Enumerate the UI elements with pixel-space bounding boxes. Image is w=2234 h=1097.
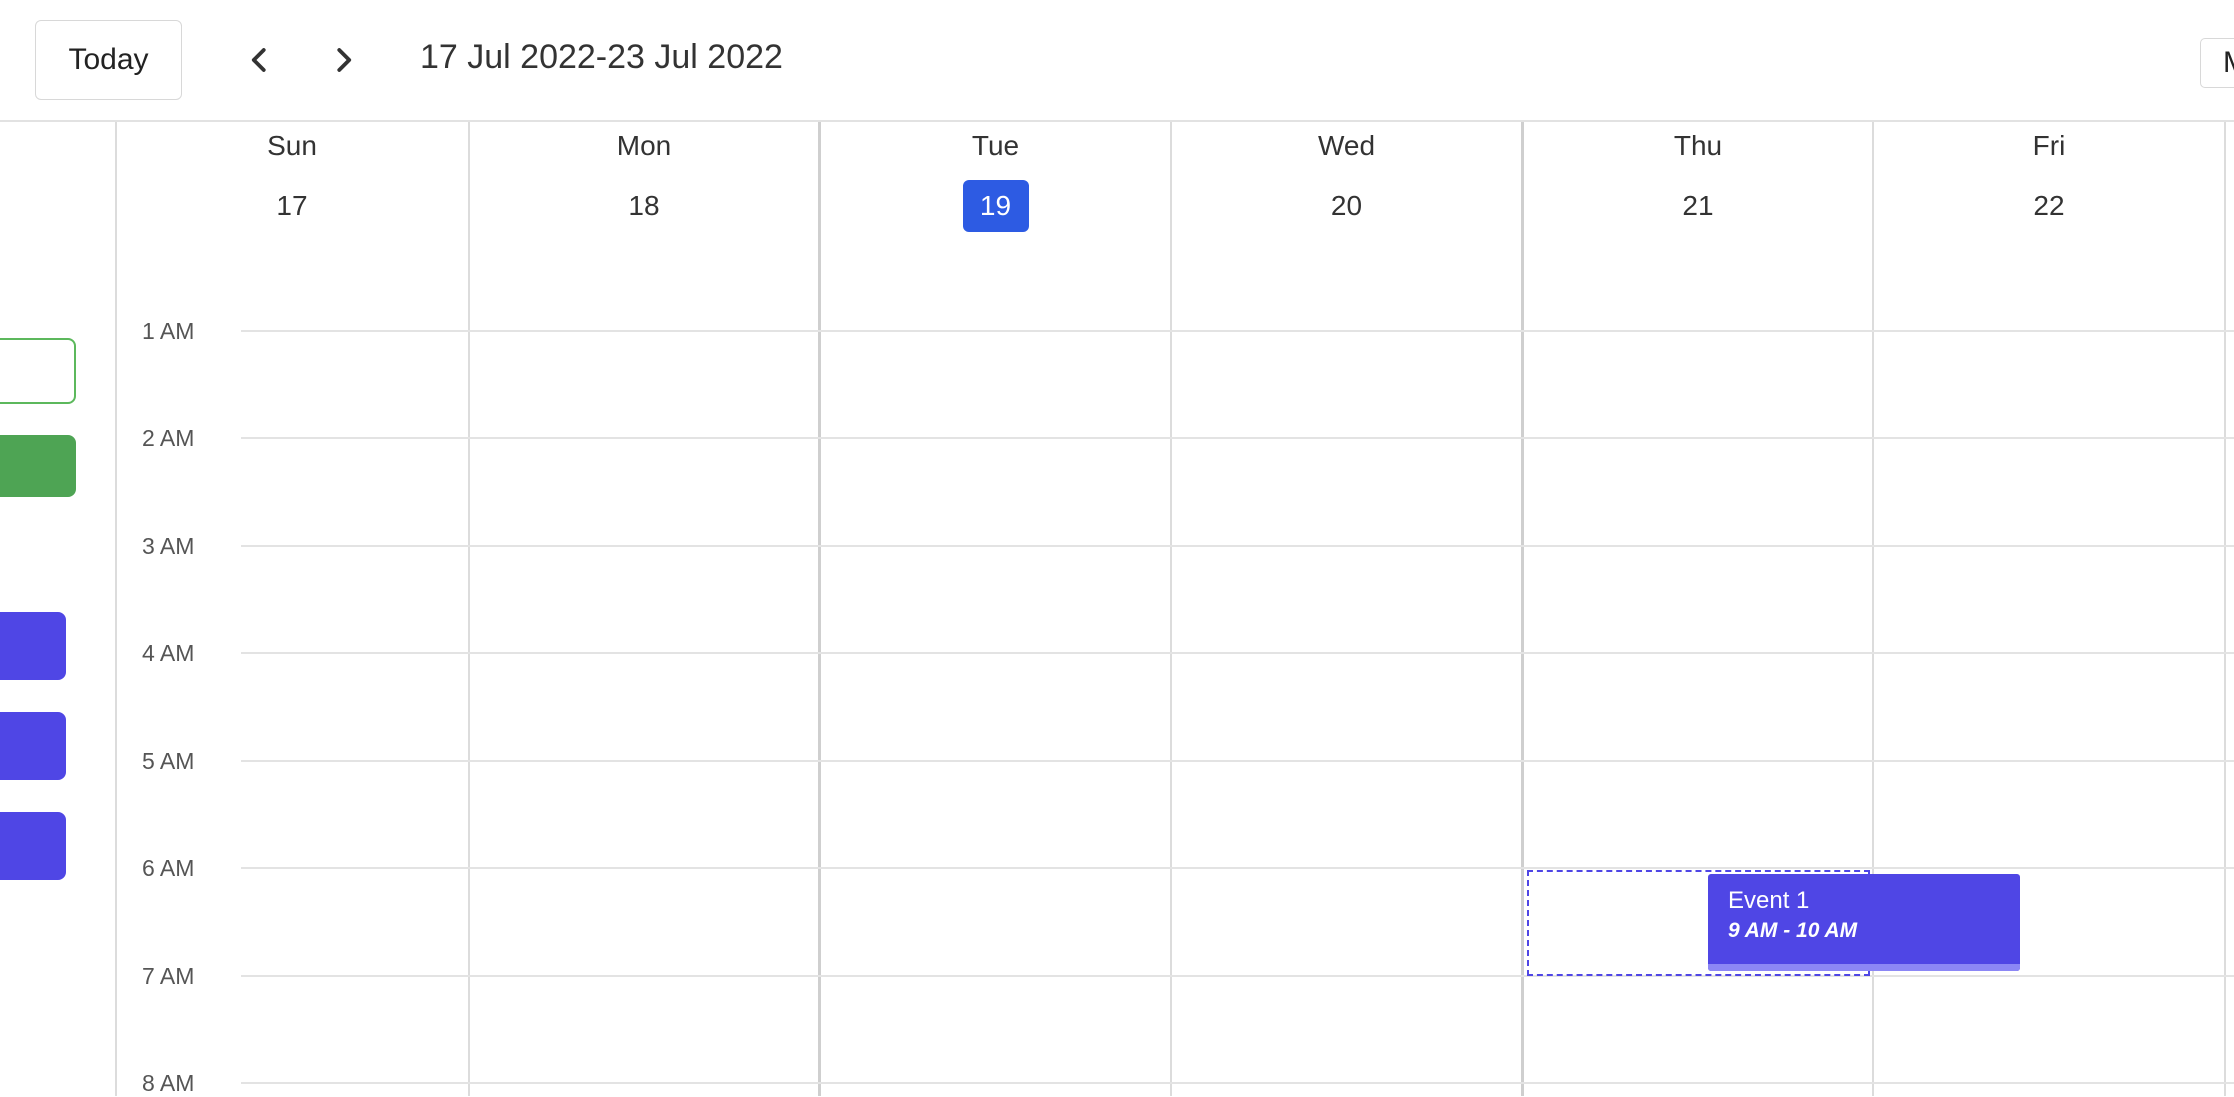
hour-line [241, 760, 2234, 762]
day-number: 20 [1330, 190, 1363, 221]
hour-line [241, 975, 2234, 977]
day-name: Wed [1317, 130, 1376, 161]
hour-line [241, 652, 2234, 654]
hour-line [241, 437, 2234, 439]
time-gutter-divider [115, 122, 117, 1096]
date-range-title: 17 Jul 2022-23 Jul 2022 [420, 38, 783, 76]
view-switch-button[interactable]: M [2200, 38, 2234, 88]
prev-week-button[interactable] [235, 34, 285, 86]
time-label: 1 AM [142, 318, 195, 344]
day-header-mon[interactable]: Mon 18 [470, 122, 818, 232]
time-label: 6 AM [142, 855, 195, 881]
external-event-item[interactable] [0, 712, 66, 780]
day-divider [818, 122, 821, 1096]
day-name: Sun [267, 130, 317, 161]
time-label: 2 AM [142, 425, 195, 451]
day-divider [1170, 122, 1172, 1096]
day-divider [1872, 122, 1874, 1096]
calendar-event[interactable]: Event 1 9 AM - 10 AM [1708, 874, 2020, 971]
calendar-toolbar: Today 17 Jul 2022-23 Jul 2022 M [0, 0, 2234, 122]
day-number: 21 [1682, 190, 1714, 221]
hour-line [241, 867, 2234, 869]
day-name: Tue [971, 130, 1020, 161]
day-name: Mon [616, 130, 672, 161]
day-header-thu[interactable]: Thu 21 [1524, 122, 1872, 232]
day-number: 17 [276, 190, 308, 221]
time-label: 5 AM [142, 748, 195, 774]
hour-line [241, 1082, 2234, 1084]
day-name: Fri [2032, 130, 2066, 161]
week-grid: Sun 17 Mon 18 Tue 19 Wed 20 Thu 21 Fri 2… [0, 122, 2234, 1096]
event-time: 9 AM - 10 AM [1728, 919, 1858, 942]
hour-line [241, 330, 2234, 332]
day-divider [2224, 122, 2226, 1096]
day-header-wed[interactable]: Wed 20 [1172, 122, 1521, 232]
day-header-fri[interactable]: Fri 22 [1874, 122, 2224, 232]
side-outline-item[interactable] [0, 338, 76, 404]
hour-line [241, 545, 2234, 547]
day-number: 22 [2033, 190, 2065, 221]
external-event-item[interactable] [0, 612, 66, 680]
time-label: 7 AM [142, 963, 195, 989]
time-label: 4 AM [142, 640, 195, 666]
day-number: 18 [628, 190, 660, 221]
external-event-item[interactable] [0, 812, 66, 880]
time-label: 3 AM [142, 533, 195, 559]
next-week-button[interactable] [318, 34, 368, 86]
event-title: Event 1 [1728, 887, 1810, 914]
time-label: 8 AM [142, 1070, 195, 1096]
day-header-tue[interactable]: Tue 19 [821, 122, 1170, 232]
today-day-number: 19 [962, 180, 1029, 232]
day-divider [1521, 122, 1524, 1096]
day-name: Thu [1673, 130, 1723, 161]
day-header-sun[interactable]: Sun 17 [117, 122, 467, 232]
day-divider [468, 122, 470, 1096]
chevron-right-icon [337, 48, 352, 72]
today-button[interactable]: Today [35, 20, 182, 100]
side-green-item[interactable] [0, 435, 76, 497]
chevron-left-icon [251, 48, 266, 72]
